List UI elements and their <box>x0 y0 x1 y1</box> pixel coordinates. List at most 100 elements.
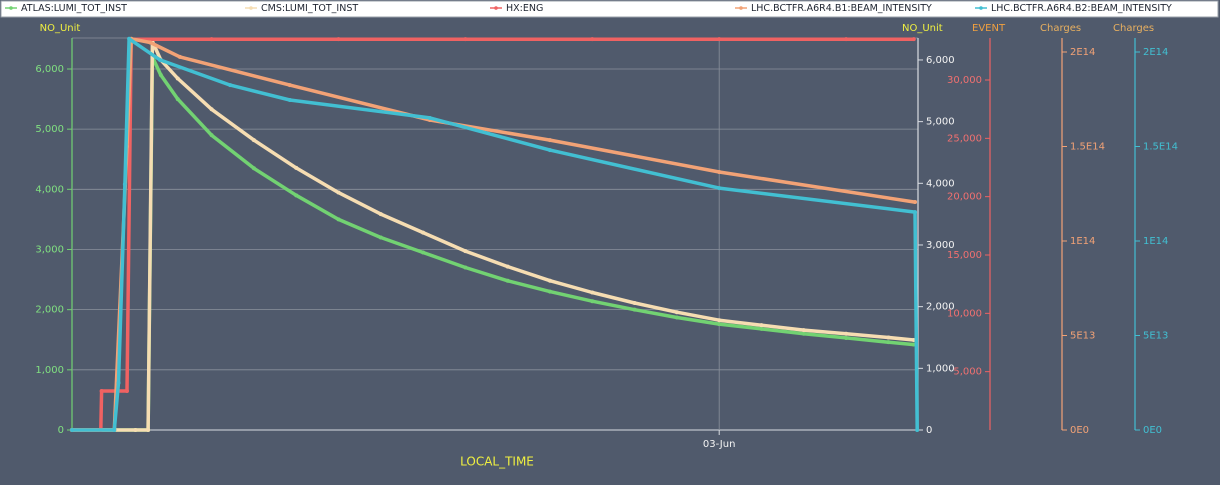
series-point <box>99 389 104 394</box>
y-tick-label: 2,000 <box>926 302 955 313</box>
series-point <box>158 73 163 78</box>
legend-label: HX:ENG <box>506 3 543 14</box>
series-point <box>378 212 383 217</box>
legend-bar <box>0 0 1219 18</box>
y-tick-label: 5,000 <box>953 367 982 378</box>
y-tick-label: 1E14 <box>1143 236 1168 247</box>
legend-swatch-dot <box>494 6 498 10</box>
y-tick-label: 6,000 <box>926 55 955 66</box>
series-point <box>209 107 214 112</box>
series-point <box>421 250 426 255</box>
series-point <box>674 310 679 315</box>
legend-swatch-dot <box>249 6 253 10</box>
series-point <box>759 326 764 331</box>
series-point <box>590 299 595 304</box>
y-axis-title: Charges <box>1040 23 1081 34</box>
series-line <box>72 37 914 432</box>
series-point <box>717 318 722 323</box>
series-point <box>505 264 510 269</box>
y-tick-label: 2E14 <box>1070 47 1095 58</box>
series-point <box>915 428 920 432</box>
y-tick-label: 20,000 <box>947 192 982 203</box>
y-tick-label: 5E13 <box>1070 330 1095 341</box>
y-tick-label: 0 <box>926 425 932 436</box>
legend-swatch-dot <box>9 6 13 10</box>
series-point <box>112 428 117 432</box>
series-point <box>547 289 552 294</box>
series-point <box>632 300 637 305</box>
series-point <box>157 57 162 62</box>
y-tick-label: 3,000 <box>926 240 955 251</box>
y-tick-label: 10,000 <box>947 308 982 319</box>
series-point <box>717 37 722 42</box>
y-axis-title: NO_Unit <box>902 23 943 34</box>
series-point <box>844 335 849 340</box>
series-point <box>116 380 121 385</box>
series-point <box>759 323 764 328</box>
series-point <box>590 290 595 295</box>
y-tick-label: 0E0 <box>1070 425 1089 436</box>
series-point <box>294 165 299 170</box>
y-axis-title: NO_Unit <box>40 23 81 34</box>
y-tick-label: 1.5E14 <box>1143 141 1178 152</box>
y-tick-label: 4,000 <box>35 184 64 195</box>
series-point <box>228 83 233 88</box>
series-point <box>674 315 679 320</box>
series-point <box>148 40 153 45</box>
series-point <box>287 97 292 102</box>
y-tick-label: 25,000 <box>947 133 982 144</box>
series-point <box>717 322 722 327</box>
series-point <box>127 36 132 41</box>
series-point <box>146 428 151 432</box>
series-point <box>70 428 74 432</box>
legend-label: LHC.BCTFR.A6R4.B1:BEAM_INTENSITY <box>751 3 932 14</box>
series-point <box>844 37 849 42</box>
series-point <box>124 389 129 394</box>
series-point <box>886 340 891 345</box>
y-tick-label: 4,000 <box>926 178 955 189</box>
series-point <box>801 331 806 336</box>
series-point <box>209 133 214 138</box>
series-point <box>911 37 916 42</box>
y-axis-title: EVENT <box>972 23 1006 34</box>
series-point <box>913 200 918 205</box>
series-point <box>294 193 299 198</box>
y-tick-label: 1,000 <box>926 363 955 374</box>
y-tick-label: 2,000 <box>35 305 64 316</box>
series-point <box>886 335 891 340</box>
y-tick-label: 30,000 <box>947 75 982 86</box>
series-point <box>547 138 552 143</box>
legend-label: LHC.BCTFR.A6R4.B2:BEAM_INTENSITY <box>991 3 1172 14</box>
series-point <box>717 170 722 175</box>
series-point <box>175 76 180 81</box>
legend-label: CMS:LUMI_TOT_INST <box>261 3 358 14</box>
series-point <box>801 328 806 333</box>
series-point <box>177 54 182 59</box>
legend-swatch-dot <box>979 6 983 10</box>
y-tick-label: 1E14 <box>1070 236 1095 247</box>
series-point <box>427 115 432 120</box>
series-point <box>547 148 552 153</box>
series-point <box>175 97 180 102</box>
legend-label: ATLAS:LUMI_TOT_INST <box>21 3 127 14</box>
series-point <box>463 249 468 254</box>
y-axis-title: Charges <box>1113 23 1154 34</box>
series-point <box>336 190 341 195</box>
series-point <box>547 278 552 283</box>
series-point <box>287 83 292 88</box>
y-tick-label: 1,000 <box>35 365 64 376</box>
series-point <box>505 278 510 283</box>
legend-swatch-dot <box>739 6 743 10</box>
y-tick-label: 5,000 <box>926 117 955 128</box>
y-tick-label: 0E0 <box>1143 425 1162 436</box>
y-tick-label: 2E14 <box>1143 47 1168 58</box>
series-point <box>209 37 214 42</box>
y-tick-label: 5,000 <box>35 124 64 135</box>
series-point <box>378 235 383 240</box>
y-tick-label: 5E13 <box>1143 330 1168 341</box>
series-point <box>421 230 426 235</box>
series-point <box>122 182 127 187</box>
series-point <box>913 210 918 215</box>
